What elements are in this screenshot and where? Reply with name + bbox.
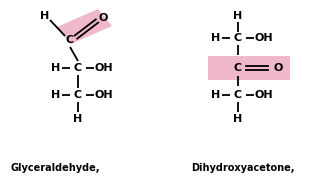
Text: C: C xyxy=(234,63,242,73)
Text: C: C xyxy=(74,90,82,100)
Text: H: H xyxy=(52,63,60,73)
Text: H: H xyxy=(233,114,243,124)
Text: C: C xyxy=(66,35,74,45)
Text: H: H xyxy=(52,90,60,100)
Text: O: O xyxy=(273,63,283,73)
Text: OH: OH xyxy=(255,33,273,43)
Text: OH: OH xyxy=(95,63,113,73)
Text: H: H xyxy=(73,114,83,124)
Text: OH: OH xyxy=(95,90,113,100)
Text: C: C xyxy=(234,90,242,100)
Text: C: C xyxy=(234,33,242,43)
Text: H: H xyxy=(40,11,50,21)
Text: Glyceraldehyde,: Glyceraldehyde, xyxy=(10,163,100,173)
Text: O: O xyxy=(98,13,108,23)
Text: H: H xyxy=(212,90,220,100)
Text: Dihydroxyacetone,: Dihydroxyacetone, xyxy=(191,163,295,173)
Text: H: H xyxy=(212,33,220,43)
Polygon shape xyxy=(208,56,290,80)
Polygon shape xyxy=(57,9,112,44)
Text: OH: OH xyxy=(255,90,273,100)
Text: C: C xyxy=(74,63,82,73)
Text: H: H xyxy=(233,11,243,21)
